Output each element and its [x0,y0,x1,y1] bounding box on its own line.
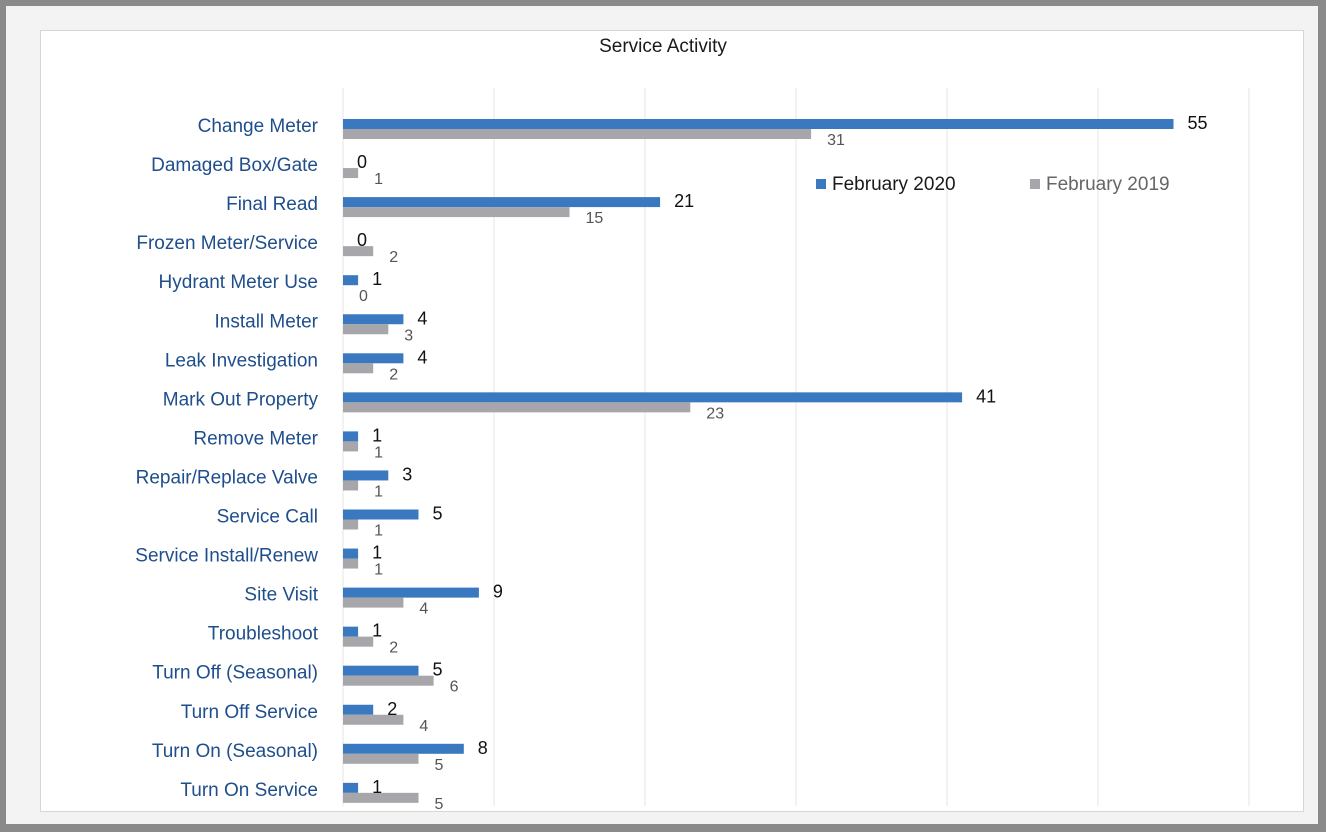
data-label-february-2020: 1 [372,621,382,641]
data-label-february-2020: 5 [433,504,443,524]
data-label-february-2020: 55 [1188,113,1208,133]
category-label: Repair/Replace Valve [136,467,318,488]
data-label-february-2020: 21 [674,191,694,211]
category-label: Damaged Box/Gate [151,155,318,176]
bar-february-2019 [343,441,359,452]
data-label-february-2020: 1 [372,543,382,563]
bar-february-2019 [343,675,434,686]
bar-february-2020 [343,782,359,793]
chart-frame [6,6,1318,824]
data-label-february-2019: 1 [374,483,383,500]
bar-february-2020 [343,431,359,442]
data-label-february-2020: 9 [493,582,503,602]
data-label-february-2020: 4 [417,308,427,328]
category-label: Mark Out Property [163,389,319,410]
bar-february-2019 [343,402,691,413]
bar-february-2019 [343,324,389,335]
bar-february-2019 [343,636,374,647]
category-label: Hydrant Meter Use [159,272,318,293]
bar-february-2020 [343,119,1174,129]
bar-february-2019 [343,519,359,530]
category-label: Turn Off (Seasonal) [152,663,318,684]
data-label-february-2020: 5 [433,660,443,680]
data-label-february-2020: 41 [976,386,996,406]
category-label: Service Call [217,507,318,528]
bar-february-2019 [343,168,359,179]
data-label-february-2019: 5 [435,796,444,813]
data-label-february-2019: 2 [389,640,398,657]
chart-title: Service Activity [599,36,727,57]
data-label-february-2020: 8 [478,738,488,758]
data-label-february-2019: 1 [374,562,383,579]
bar-february-2019 [343,363,374,374]
legend-swatch-february-2019 [1030,179,1040,189]
category-label: Service Install/Renew [135,546,318,567]
data-label-february-2019: 23 [706,405,724,422]
bar-february-2019 [343,792,419,803]
bar-february-2020 [343,470,389,481]
category-label: Turn On (Seasonal) [152,741,318,762]
category-label: Change Meter [198,116,319,137]
data-label-february-2019: 1 [374,523,383,540]
bar-february-2019 [343,597,404,608]
bar-february-2019 [343,480,359,491]
category-label: Troubleshoot [208,624,319,645]
bar-february-2020 [343,743,464,754]
category-label: Final Read [226,194,318,215]
bar-february-2020 [343,392,963,403]
bar-february-2020 [343,548,359,559]
bar-february-2019 [343,714,404,725]
data-label-february-2020: 0 [357,152,367,172]
bar-february-2020 [343,314,404,325]
data-label-february-2019: 6 [450,679,459,696]
category-label: Leak Investigation [165,350,318,371]
data-label-february-2020: 2 [387,699,397,719]
data-label-february-2019: 0 [359,288,368,305]
bar-february-2019 [343,753,419,764]
data-label-february-2019: 15 [586,210,604,227]
data-label-february-2019: 4 [419,718,428,735]
bar-february-2019 [343,129,812,139]
legend-label-february-2020: February 2020 [832,174,956,195]
data-label-february-2019: 3 [404,327,413,344]
bar-february-2020 [343,275,359,286]
bar-february-2020 [343,665,419,676]
data-label-february-2019: 2 [389,249,398,266]
category-label: Frozen Meter/Service [136,233,318,254]
data-label-february-2019: 1 [374,171,383,188]
data-label-february-2019: 1 [374,444,383,461]
legend-swatch-february-2020 [816,179,826,189]
category-label: Install Meter [215,311,319,332]
data-label-february-2020: 4 [417,347,427,367]
bar-february-2020 [343,509,419,520]
bar-february-2019 [343,558,359,569]
category-label: Turn On Service [180,780,318,801]
category-label: Site Visit [244,585,318,606]
bar-february-2020 [343,587,479,598]
data-label-february-2020: 1 [372,269,382,289]
category-label: Remove Meter [193,428,318,449]
bar-february-2019 [343,246,374,257]
bar-february-2020 [343,353,404,364]
bar-february-2020 [343,197,661,208]
legend-label-february-2019: February 2019 [1046,174,1170,195]
bar-february-2020 [343,704,374,715]
data-label-february-2019: 31 [827,132,845,149]
bar-february-2019 [343,207,570,218]
data-label-february-2020: 1 [372,777,382,797]
data-label-february-2020: 0 [357,230,367,250]
bar-february-2020 [343,626,359,637]
data-label-february-2020: 1 [372,425,382,445]
chart-panel [40,30,1304,812]
data-label-february-2019: 2 [389,366,398,383]
data-label-february-2020: 3 [402,464,412,484]
category-label: Turn Off Service [181,702,318,723]
data-label-february-2019: 5 [435,757,444,774]
data-label-february-2019: 4 [419,601,428,618]
